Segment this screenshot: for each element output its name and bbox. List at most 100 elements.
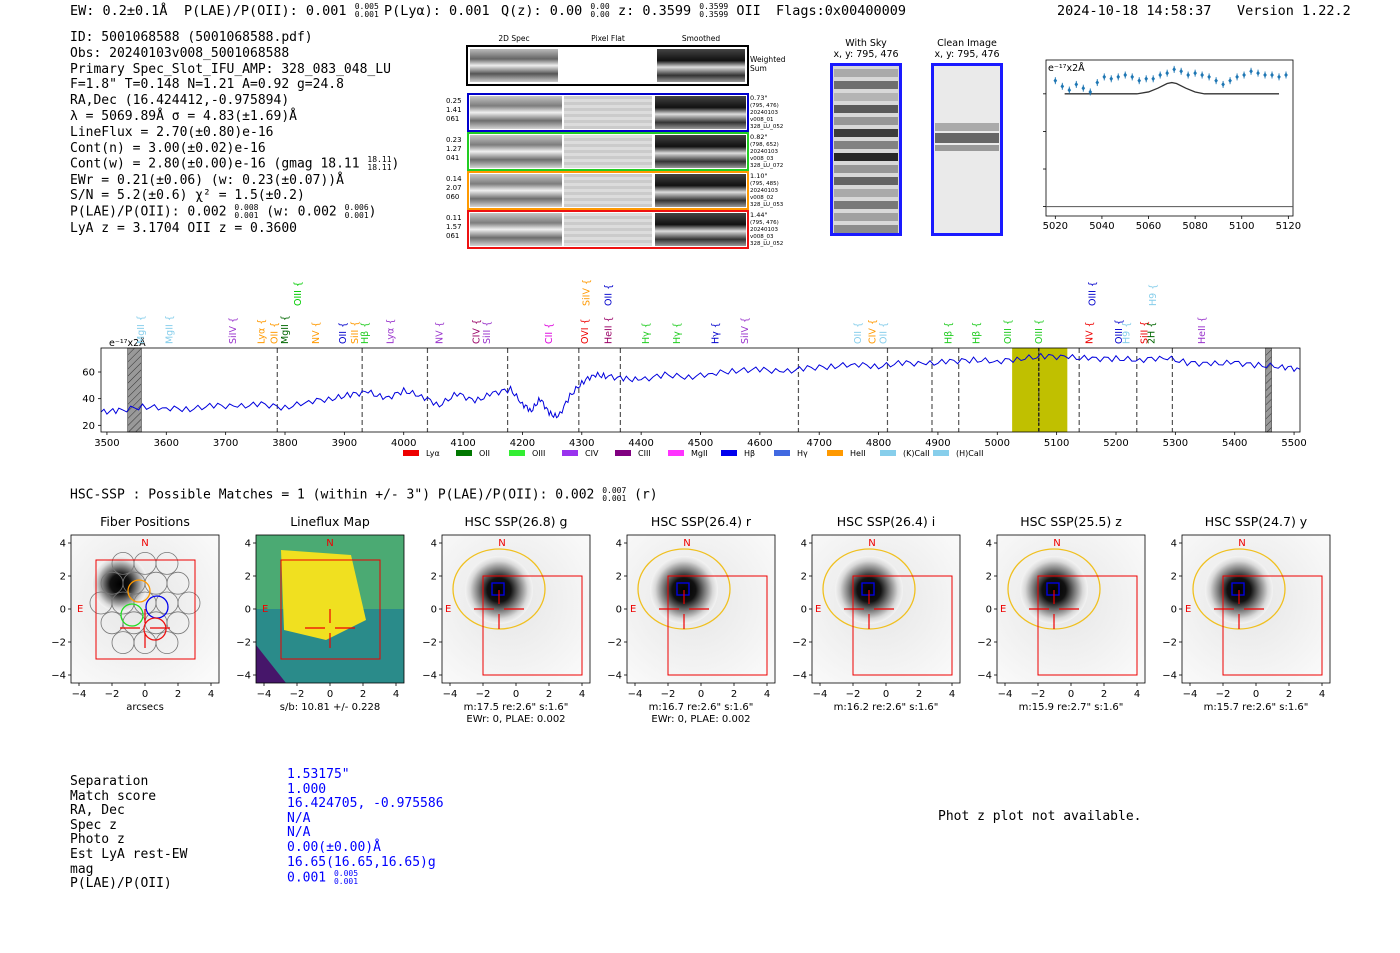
match-value-photoz: N/A bbox=[287, 825, 311, 841]
panel-xtick-label-3-2: 0 bbox=[698, 689, 704, 700]
cutout-row-right-3-0: 1.44" bbox=[750, 211, 767, 219]
panel-ytick-label-2-4: −4 bbox=[422, 671, 437, 682]
panel-ytick-label-1-4: −4 bbox=[236, 671, 251, 682]
panel-redbox-2 bbox=[482, 575, 583, 676]
sky-stripe-13 bbox=[834, 225, 898, 233]
panel-ytick-label-2-1: 2 bbox=[431, 572, 437, 583]
zoom-xtick-label-5080: 5080 bbox=[1182, 221, 1207, 232]
header-z: z: 0.3599 0.3599 0.3599 OII bbox=[618, 2, 761, 20]
cutout-row-left-2-1: 2.07 bbox=[446, 184, 462, 192]
full-line-marker-20: Hγ { bbox=[641, 322, 652, 344]
info-sn: S/N = 5.2(±0.6) χ² = 1.5(±0.2) bbox=[70, 188, 305, 204]
panel-xtick-label-3-3: −2 bbox=[661, 689, 676, 700]
full-xtick-label-3700: 3700 bbox=[213, 438, 238, 449]
match-label-score: Match score bbox=[70, 788, 157, 804]
full-line-marker-7: NV { bbox=[311, 321, 322, 344]
panel-bluebox-3 bbox=[676, 582, 690, 596]
full-xtick-label-4000: 4000 bbox=[391, 438, 416, 449]
info-lineflux: LineFlux = 2.70(±0.80)e-16 bbox=[70, 124, 274, 140]
panel-ytick-label-3-3: −2 bbox=[607, 638, 622, 649]
panel-xtick-label-4-0: 4 bbox=[949, 689, 955, 700]
full-line-marker-21: Hγ { bbox=[672, 322, 683, 344]
match-label-photoz: Photo z bbox=[70, 832, 125, 848]
match-values: 1.53175" 1.000 16.424705, -0.975586 N/A … bbox=[287, 767, 444, 886]
sky-stripe-0 bbox=[834, 69, 898, 77]
header-qz: Q(z): 0.00 0.00 0.00 bbox=[501, 2, 610, 20]
info-obs: Obs: 20240103v008_5001068588 bbox=[70, 45, 290, 61]
full-legend-label-2: OIII bbox=[532, 449, 545, 458]
full-xtick-label-3600: 3600 bbox=[154, 438, 179, 449]
zoom-point-18 bbox=[1179, 68, 1183, 74]
zoom-point-3 bbox=[1074, 81, 1079, 88]
full-xtick-label-4200: 4200 bbox=[510, 438, 535, 449]
with-sky-image bbox=[830, 63, 902, 236]
full-line-marker-25: CIV { bbox=[868, 319, 879, 344]
cutout-row-left-0-2: 061 bbox=[446, 115, 459, 123]
panel-xtick-label-2-1: 2 bbox=[546, 689, 552, 700]
weighted-sum-2dspec bbox=[470, 49, 558, 82]
full-xtick-label-4100: 4100 bbox=[450, 438, 475, 449]
full-line-marker-29: OIII { bbox=[1003, 319, 1014, 344]
full-line-marker-38: HeII { bbox=[1197, 316, 1208, 344]
header-plya: P(Lyα): 0.001 bbox=[384, 3, 490, 19]
panel-ytick-label-5-0: 4 bbox=[986, 539, 992, 550]
zoom-point-27 bbox=[1242, 72, 1246, 78]
cutout-row-2dspec-0 bbox=[470, 96, 562, 129]
header-ew: EW: 0.2±0.1Å bbox=[70, 3, 168, 19]
panel-ytick-label-3-1: 2 bbox=[616, 572, 622, 583]
cutout-header-smoothed: Smoothed bbox=[682, 34, 721, 43]
panel-ytick-label-6-1: 2 bbox=[1171, 572, 1177, 583]
sky-stripe-12 bbox=[834, 213, 898, 221]
match-value-radec: 16.424705, -0.975586 bbox=[287, 796, 444, 812]
full-line-marker-27: Hβ { bbox=[944, 322, 955, 344]
zoom-model-line bbox=[1064, 81, 1280, 95]
panel-xtick-label-2-3: −2 bbox=[476, 689, 491, 700]
zoom-point-13 bbox=[1144, 76, 1148, 82]
match-value-separation: 1.53175" bbox=[287, 767, 350, 782]
zoom-xtick-label-5100: 5100 bbox=[1229, 221, 1254, 232]
full-legend-swatch-0 bbox=[403, 450, 419, 456]
zoom-point-26 bbox=[1235, 74, 1239, 80]
panel-title-5: HSC SSP(25.5) z bbox=[1020, 514, 1122, 529]
zoom-point-32 bbox=[1277, 74, 1281, 80]
cutout-row-left-3-0: 0.11 bbox=[446, 214, 462, 222]
cutout-row-left-3-1: 1.57 bbox=[446, 223, 462, 231]
panels-group: Fiber Positions N E 4 4 2 2 0 0 −2 −2 −4 −4 arcsecs Li… bbox=[51, 514, 1331, 725]
panel-bluebox-2 bbox=[491, 582, 505, 596]
panel-ytick-label-3-4: −4 bbox=[607, 671, 622, 682]
zoom-point-15 bbox=[1158, 72, 1162, 78]
cutout-row-2dspec-1 bbox=[470, 135, 562, 168]
panel-ytick-label-1-1: 2 bbox=[245, 572, 251, 583]
zoom-point-4 bbox=[1081, 85, 1086, 91]
panel-ytick-label-0-3: −2 bbox=[51, 638, 66, 649]
panel-xtick-label-6-0: 4 bbox=[1319, 689, 1325, 700]
header-datetime: 2024-10-18 14:58:37 bbox=[1057, 3, 1212, 19]
cutout-row-right-0-1: (795, 476) bbox=[750, 103, 779, 109]
full-region-1 bbox=[1012, 348, 1068, 432]
panel-caption-6: m:15.7 re:2.6" s:1.6" bbox=[1204, 702, 1309, 713]
sky-stripe-8 bbox=[834, 165, 898, 173]
cutout-row-right-1-0: 0.82" bbox=[750, 133, 767, 141]
cutout-row-left-2-0: 0.14 bbox=[446, 175, 462, 183]
full-ylabel: e⁻¹⁷x2Å bbox=[109, 337, 146, 349]
header-plae: P(LAE)/P(OII): 0.001 0.005 0.001 bbox=[184, 2, 379, 20]
cutout-row-left-3-2: 061 bbox=[446, 232, 459, 240]
full-region-0 bbox=[127, 347, 142, 433]
zoom-point-1 bbox=[1060, 83, 1065, 89]
panel-compass-n-1: N bbox=[326, 538, 333, 549]
panel-compass-n-2: N bbox=[498, 538, 505, 549]
full-legend-swatch-8 bbox=[827, 450, 843, 456]
cutout-row-left-0-1: 1.41 bbox=[446, 106, 462, 114]
panel-xtick-label-2-0: 4 bbox=[579, 689, 585, 700]
panel-redbox-1 bbox=[280, 559, 381, 660]
zoom-point-24 bbox=[1221, 81, 1225, 88]
cutout-row-left-2-2: 060 bbox=[446, 193, 459, 201]
full-line-marker-22: Hγ { bbox=[710, 322, 721, 344]
info-primary: Primary Spec_Slot_IFU_AMP: 328_083_048_L… bbox=[70, 61, 391, 77]
photz-message: Phot z plot not available. bbox=[938, 809, 1142, 824]
cutout-row-2dspec-3 bbox=[470, 213, 562, 246]
panel-ytick-label-4-0: 4 bbox=[801, 539, 807, 550]
sky-stripe-6 bbox=[834, 141, 898, 149]
full-xtick-label-4600: 4600 bbox=[747, 438, 772, 449]
panel-xtick-label-0-1: 2 bbox=[175, 689, 181, 700]
